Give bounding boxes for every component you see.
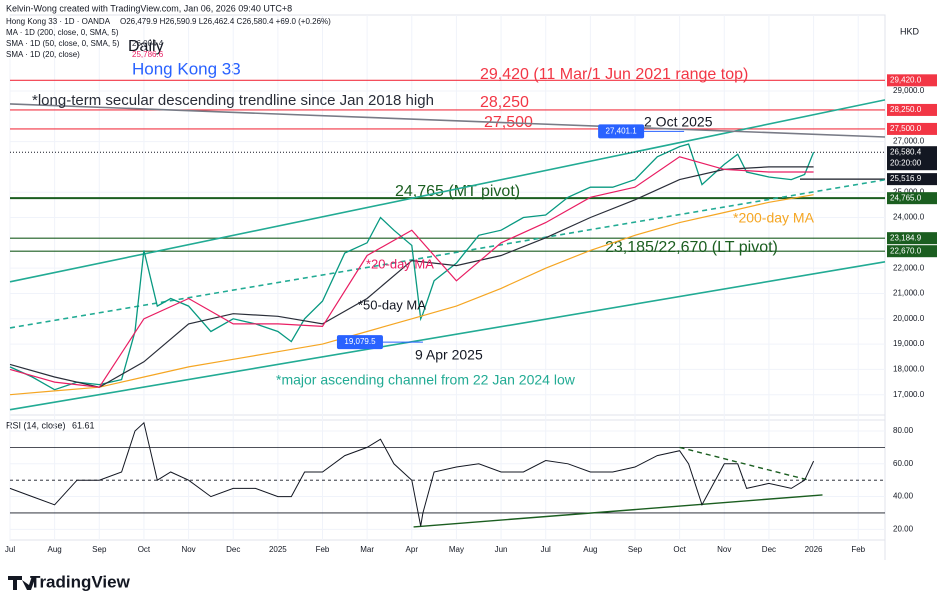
y-tick-label: 17,000.0 <box>893 390 925 399</box>
x-tick-label: 2026 <box>805 545 823 554</box>
level-tag <box>887 103 937 116</box>
level-tag-label: 22,670.0 <box>890 246 922 255</box>
annotation: *20-day MA <box>366 256 434 271</box>
x-tick-label: Dec <box>226 545 240 554</box>
level-tag-label: 24,765.0 <box>890 193 922 202</box>
price-line <box>9 143 815 391</box>
chart-subtitle: Daily <box>128 38 164 55</box>
x-tick-label: Jul <box>541 545 551 554</box>
y-tick-label: 80.00 <box>893 426 914 435</box>
credit: Kelvin-Wong created with TradingView.com… <box>6 3 292 13</box>
rsi-last: 61.61 <box>72 420 95 430</box>
x-tick-label: Jun <box>495 545 508 554</box>
trendline <box>9 103 886 138</box>
y-tick-label: 29,000.0 <box>893 86 925 95</box>
annotation: *major ascending channel from 22 Jan 202… <box>276 372 576 388</box>
trendline <box>679 446 810 481</box>
legend-value: 25,786.6 <box>132 50 164 59</box>
level-note: 29,420 (11 Mar/1 Jun 2021 range top) <box>480 66 748 83</box>
trendline <box>413 494 823 528</box>
level-tag <box>887 74 937 87</box>
annotation: 9 Apr 2025 <box>415 347 483 363</box>
last-price-tag <box>887 146 937 171</box>
level-tag <box>887 232 937 245</box>
currency: HKD <box>900 26 920 36</box>
level-tag <box>887 173 937 186</box>
level-tag <box>887 192 937 205</box>
y-tick-label: 20.00 <box>893 524 914 533</box>
level-note: 23,185/22,670 (LT pivot) <box>605 239 778 256</box>
x-tick-label: Jul <box>5 545 15 554</box>
level-tag <box>887 245 937 258</box>
rsi-line <box>9 421 815 527</box>
level-tag-label: 27,500.0 <box>890 124 922 133</box>
x-tick-label: Mar <box>360 545 374 554</box>
x-tick-label: Feb <box>316 545 330 554</box>
trendline <box>9 99 886 283</box>
x-tick-label: Oct <box>673 545 686 554</box>
callout-label: 19,079.5 <box>344 337 376 346</box>
legend-entry: Hong Kong 33 · 1D · OANDA <box>6 17 111 26</box>
x-tick-label: Nov <box>181 545 195 554</box>
y-tick-label: 19,000.0 <box>893 339 925 348</box>
y-tick-label: 22,000.0 <box>893 263 925 272</box>
legend-value: 26,004.4 <box>132 39 164 48</box>
trendline <box>9 179 886 329</box>
level-tag-label: 29,420.0 <box>890 75 922 84</box>
logo-icon <box>8 576 36 590</box>
ma-line <box>9 166 814 388</box>
annotation: *50-day MA <box>358 297 426 312</box>
x-tick-label: Sep <box>92 545 107 554</box>
legend-entry: MA · 1D (200, close, 0, SMA, 5) <box>6 28 119 37</box>
last-price-label: 26,580.4 <box>890 147 922 156</box>
legend-ohlc: O26,479.9 H26,590.9 L26,462.4 C26,580.4 … <box>120 17 331 26</box>
annotation: 2 Oct 2025 <box>644 114 713 130</box>
x-tick-label: Nov <box>717 545 731 554</box>
chart-title: Hong Kong 33 <box>132 59 241 78</box>
x-tick-label: May <box>449 545 464 554</box>
x-tick-label: Oct <box>138 545 151 554</box>
rsi-pane <box>9 419 886 541</box>
level-tag <box>887 122 937 135</box>
x-tick-label: 2025 <box>269 545 287 554</box>
level-tag-label: 28,250.0 <box>890 105 922 114</box>
x-tick-label: Apr <box>406 545 419 554</box>
x-tick-label: Aug <box>48 545 62 554</box>
annotation: *long-term secular descending trendline … <box>32 92 434 109</box>
level-note: 28,250 <box>480 94 529 111</box>
y-tick-label: 20,000.0 <box>893 314 925 323</box>
rsi-title: RSI (14, close) <box>6 420 66 430</box>
y-tick-label: 27,000.0 <box>893 137 925 146</box>
y-tick-label: 60.00 <box>893 459 914 468</box>
y-tick-label: 21,000.0 <box>893 289 925 298</box>
legend-entry: SMA · 1D (20, close) <box>6 50 80 59</box>
ma-line <box>9 194 814 396</box>
countdown: 20:20:00 <box>890 158 922 167</box>
x-tick-label: Dec <box>762 545 776 554</box>
annotation: *200-day MA <box>733 210 815 226</box>
x-tick-label: Sep <box>628 545 643 554</box>
logo: TradingView <box>30 572 131 591</box>
x-tick-label: Feb <box>851 545 865 554</box>
y-tick-label: 40.00 <box>893 492 914 501</box>
y-tick-label: 24,000.0 <box>893 213 925 222</box>
x-tick-label: Aug <box>583 545 597 554</box>
callout-box <box>598 124 645 139</box>
legend-entry: SMA · 1D (50, close, 0, SMA, 5) <box>6 39 120 48</box>
ma-line <box>9 156 814 388</box>
y-tick-label: 18,000.0 <box>893 365 925 374</box>
level-tag-label: 23,184.9 <box>890 233 922 242</box>
trendline <box>9 261 886 411</box>
callout-box <box>336 335 383 350</box>
level-tag-label: 25,516.9 <box>890 174 922 183</box>
callout-label: 27,401.1 <box>606 127 638 136</box>
y-tick-label: 25,000.0 <box>893 187 925 196</box>
